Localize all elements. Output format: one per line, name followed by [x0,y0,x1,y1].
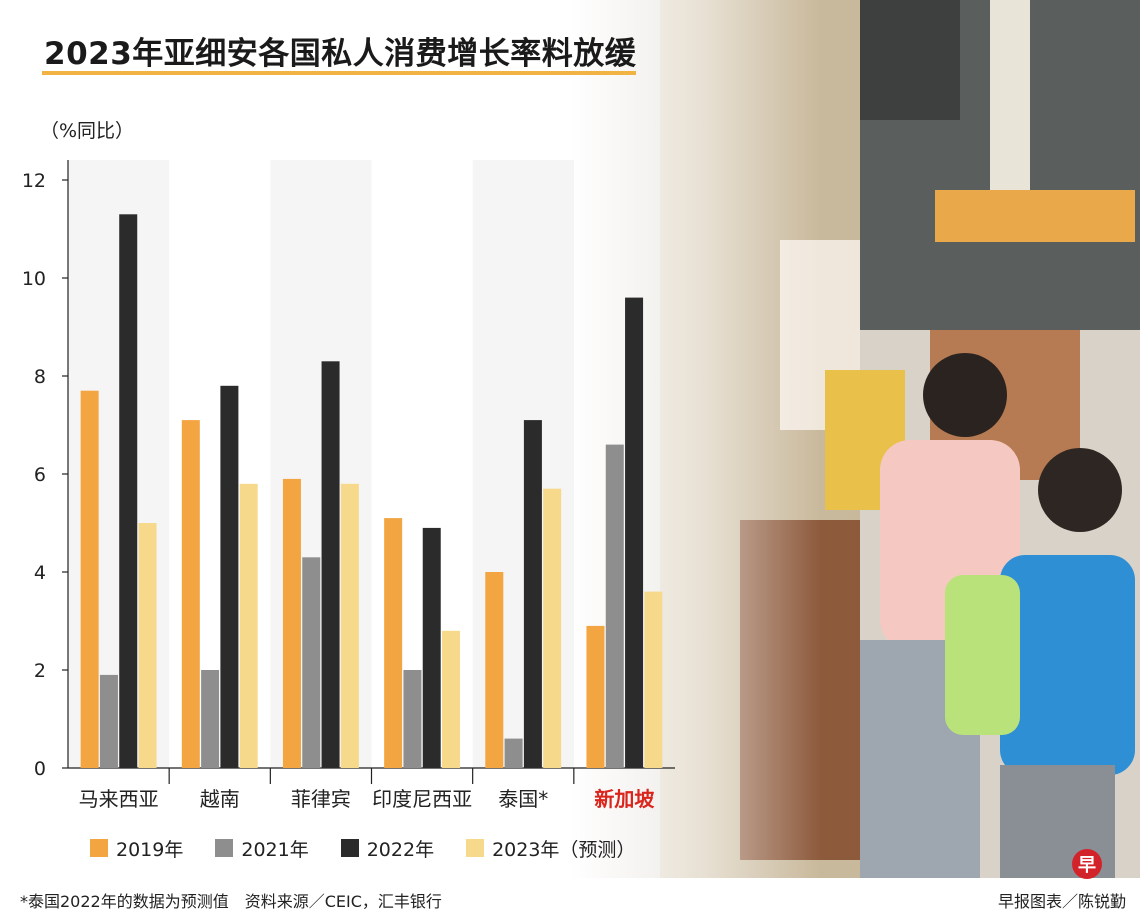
x-tick-label: 泰国* [498,787,548,811]
bar [138,523,157,768]
legend-swatch [215,839,234,857]
bar [543,488,562,768]
bar [119,214,138,769]
legend-item: 2021年 [215,835,309,862]
bar [422,527,441,768]
x-tick-label: 新加坡 [594,787,655,811]
bar [523,420,542,768]
x-tick-label: 越南 [200,787,240,811]
x-tick-label: 菲律宾 [291,787,351,811]
bar [282,478,301,768]
bar [644,591,663,768]
y-tick-label: 2 [34,660,46,682]
bar [442,630,461,768]
bar [302,557,321,768]
y-axis-unit-label: （%同比） [40,120,135,142]
legend-label: 2019年 [116,838,184,861]
legend: 2019年 2021年 2022年 2023年（预测） [90,834,667,862]
title-underline [42,71,636,75]
zaobao-logo-icon: 早 [1072,849,1102,879]
legend-label: 2023年（预测） [492,838,636,861]
footnote: *泰国2022年的数据为预测值 资料来源／CEIC，汇丰银行 [20,892,442,911]
bar [99,674,118,768]
legend-item: 2019年 [90,835,183,862]
y-tick-label: 6 [34,464,46,486]
legend-label: 2021年 [241,838,309,861]
legend-swatch [90,839,108,857]
y-tick-label: 10 [22,268,46,290]
legend-item: 2023年（预测） [466,835,635,862]
y-tick-label: 0 [34,758,46,780]
y-tick-label: 8 [34,366,46,388]
bar [625,297,644,768]
x-tick-labels: 马来西亚 越南 菲律宾 印度尼西亚 泰国* 新加坡 [79,787,656,811]
bar [605,444,624,768]
x-tick-label: 印度尼西亚 [372,787,472,811]
chart-axes [62,160,675,784]
y-tick-labels: 0 2 4 6 8 10 12 [22,170,46,780]
legend-swatch [340,839,359,857]
legend-item: 2022年 [340,835,435,862]
bar [586,625,605,768]
bar [384,518,403,768]
legend-label: 2022年 [366,838,435,861]
y-tick-label: 12 [22,170,46,192]
y-tick-label: 4 [34,562,46,584]
chart-title: 2023年亚细安各国私人消费增长率料放缓 [44,36,637,72]
bar [201,670,220,768]
bar-group [80,214,663,769]
bar [403,670,422,768]
bar [80,390,99,768]
bar [504,738,523,768]
bar [485,572,504,768]
legend-swatch [466,839,485,857]
bar [220,385,239,768]
bar [321,361,340,768]
bar [239,483,258,768]
credit-line: 早报图表／陈锐勤 [997,892,1126,911]
x-tick-label: 马来西亚 [79,787,159,811]
bar [181,420,200,768]
bar [340,483,359,768]
